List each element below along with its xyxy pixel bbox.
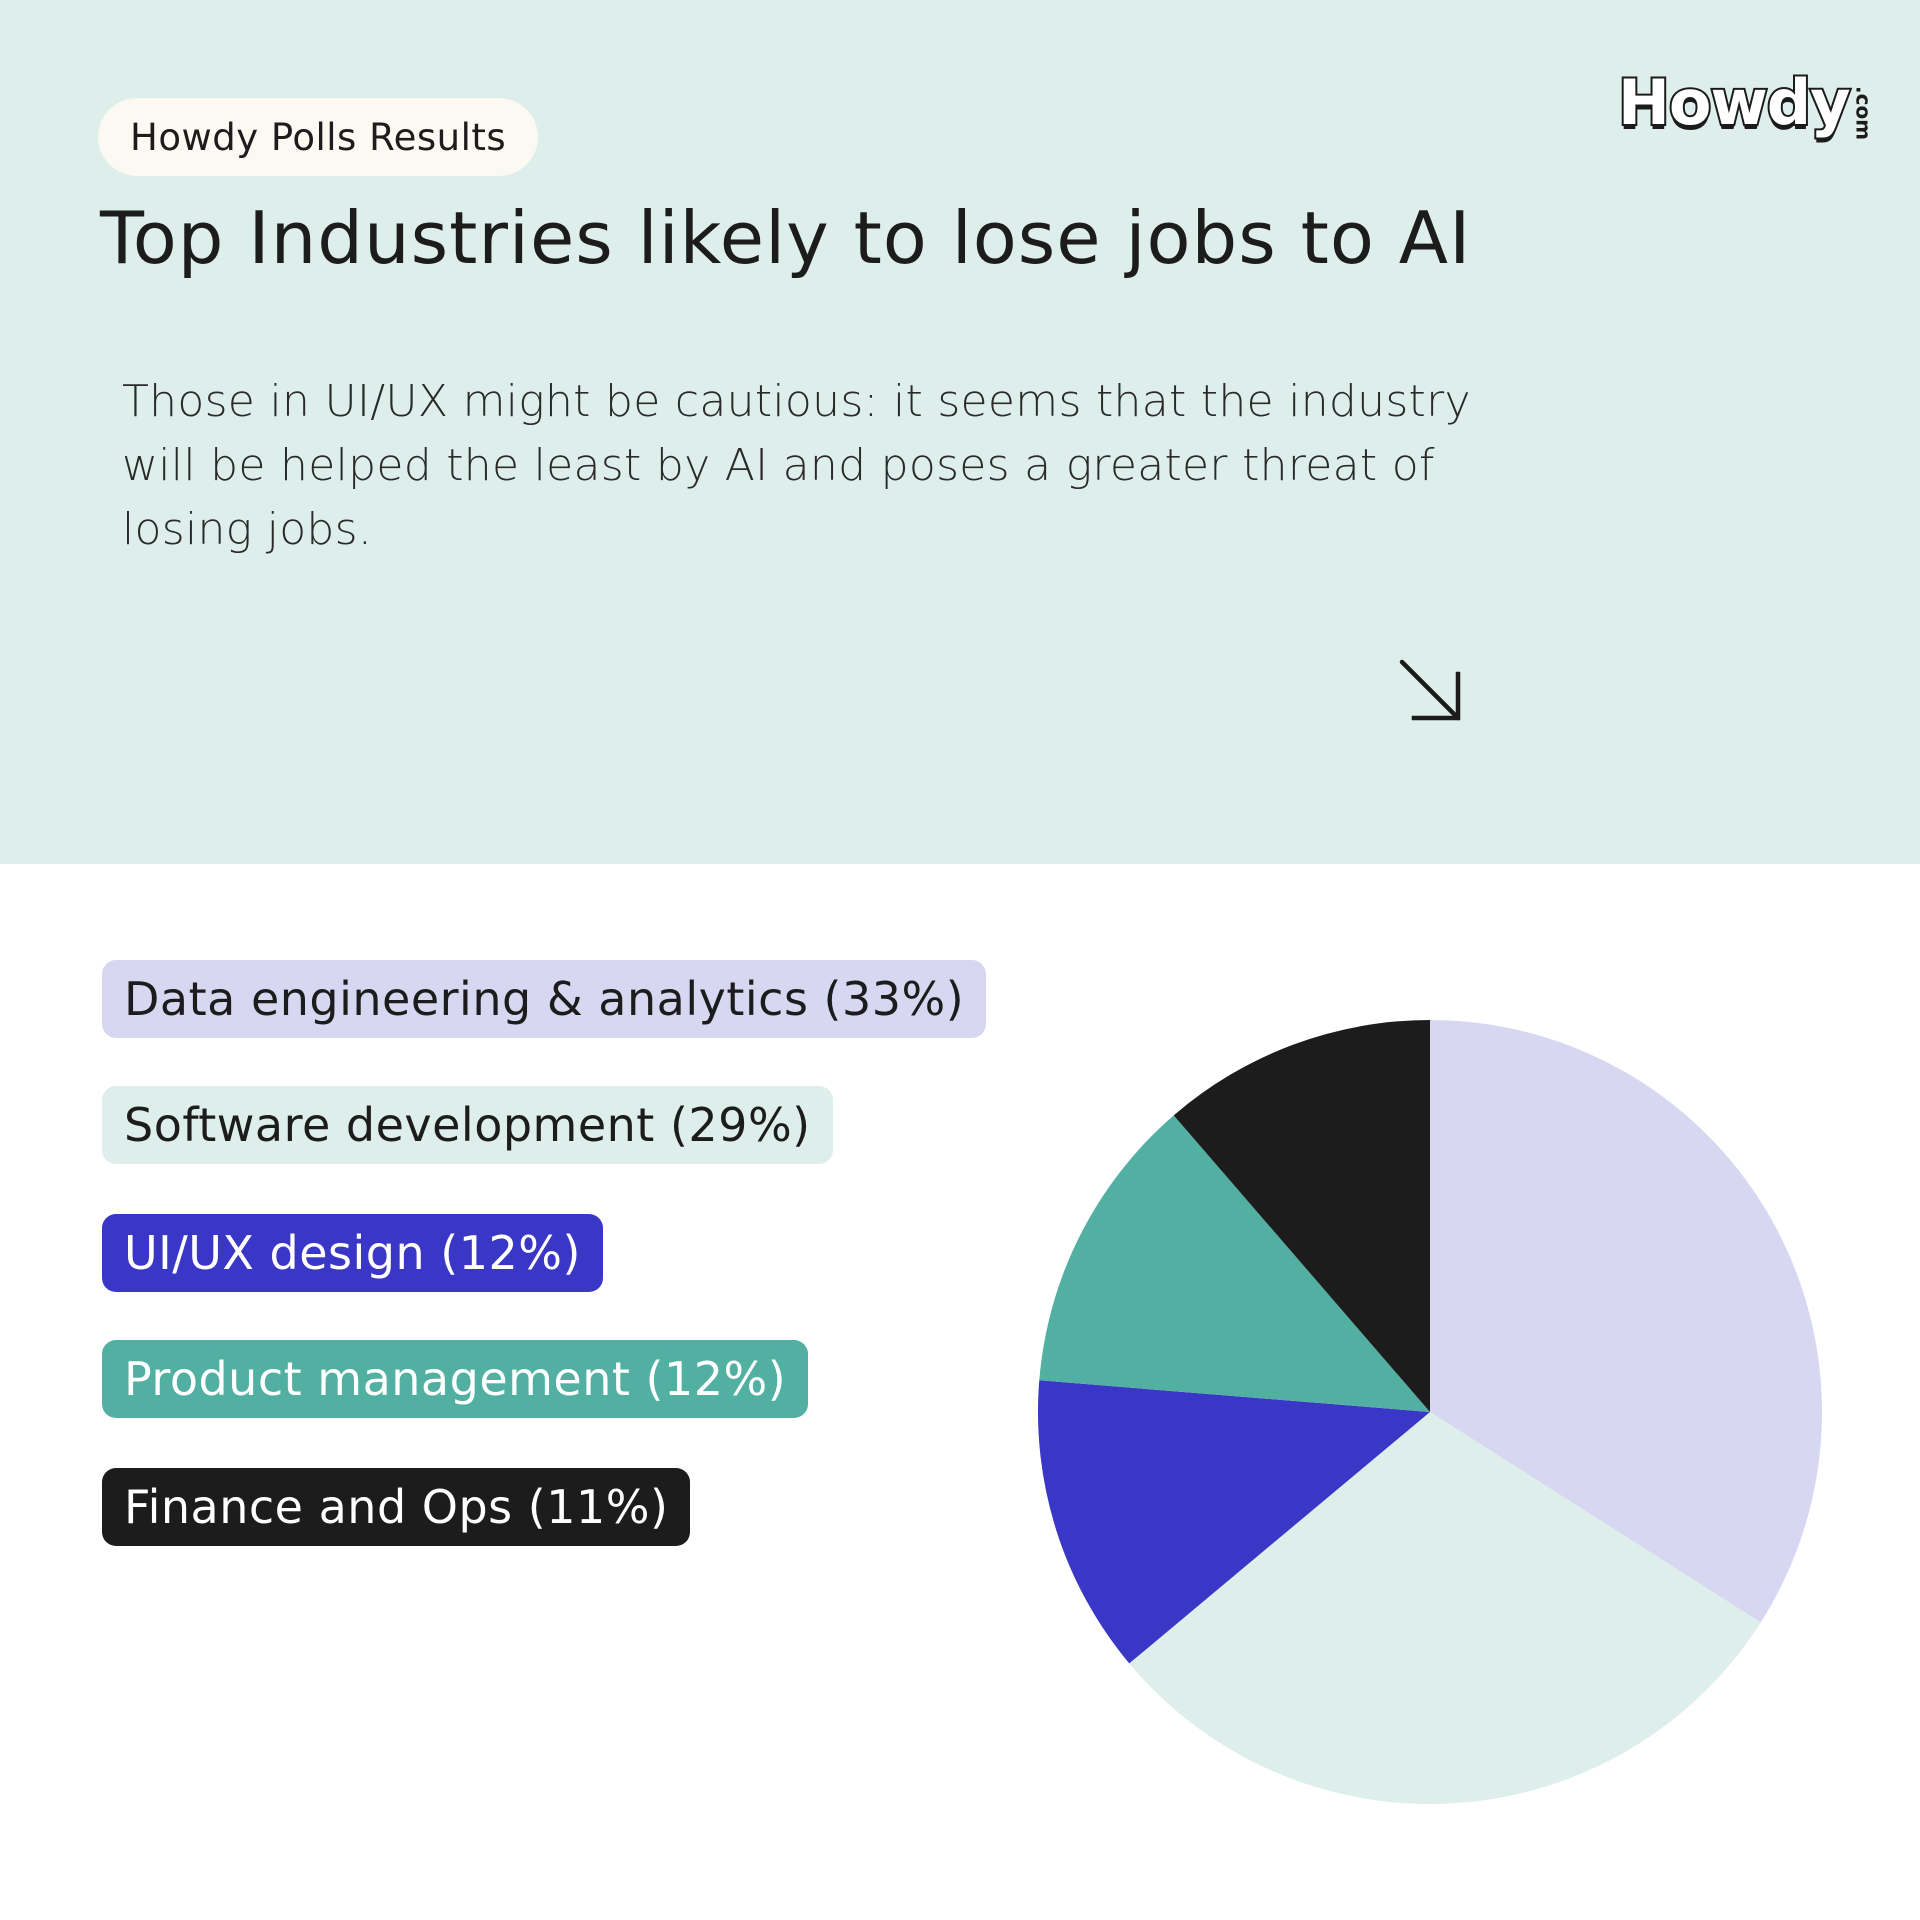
howdy-logo-wordmark: Howdy — [1616, 64, 1853, 141]
legend-item-ui-ux-design: UI/UX design (12%) — [102, 1214, 603, 1292]
poll-results-badge: Howdy Polls Results — [98, 98, 539, 176]
pie-slice-finance-and-ops — [1173, 1020, 1430, 1412]
header-panel: Howdy Polls Results Howdy .com Top Indus… — [0, 0, 1920, 864]
page-description: Those in UI/UX might be cautious: it see… — [122, 376, 1471, 555]
howdy-logo: Howdy .com — [1616, 64, 1876, 154]
pie-slice-software-development — [1129, 1412, 1761, 1804]
howdy-logo-suffix: .com — [1851, 86, 1876, 141]
legend-item-product-management: Product management (12%) — [102, 1340, 809, 1418]
pie-slice-product-management — [1039, 1115, 1430, 1412]
page-title: Top Industries likely to lose jobs to AI — [100, 196, 1472, 280]
pie-chart-container — [1030, 1012, 1830, 1812]
pie-slice-ui-ux-design — [1037, 1380, 1430, 1664]
pie-chart — [1037, 1020, 1822, 1804]
legend-item-software-development: Software development (29%) — [102, 1086, 833, 1164]
legend-item-finance-and-ops: Finance and Ops (11%) — [102, 1468, 691, 1546]
legend-item-data-engineering: Data engineering & analytics (33%) — [102, 960, 987, 1038]
arrow-down-right-icon — [1399, 659, 1461, 721]
pie-slice-data-engineering — [1430, 1020, 1822, 1623]
